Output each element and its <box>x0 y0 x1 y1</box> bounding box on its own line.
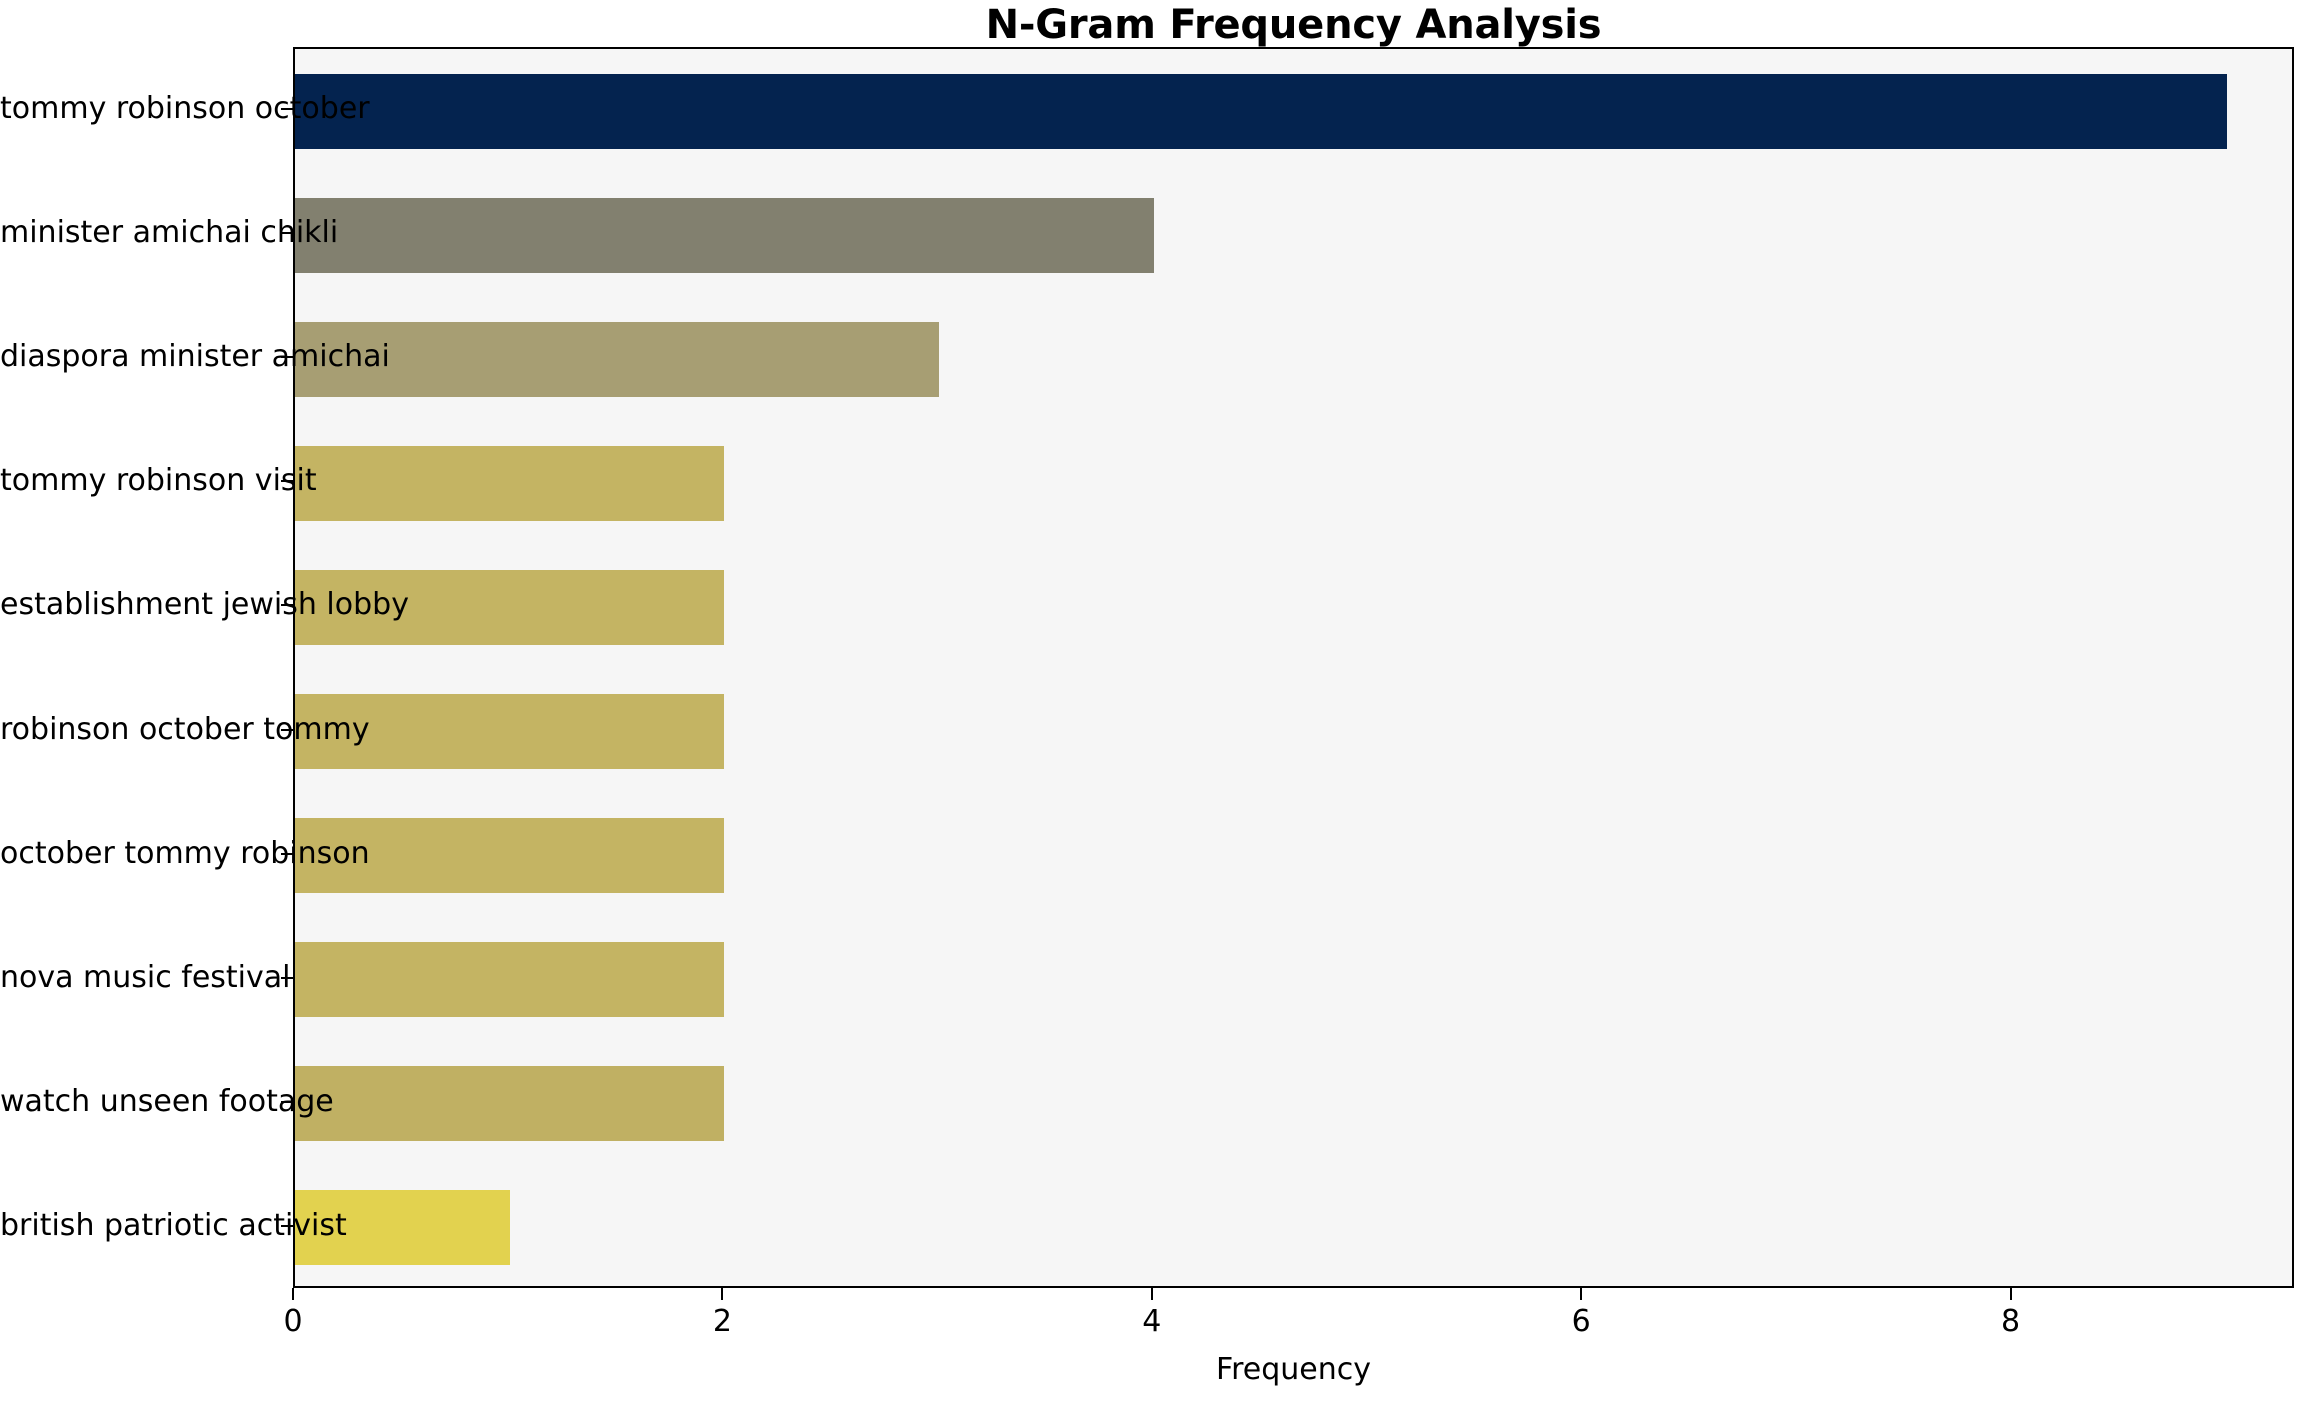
bar-row <box>295 1190 2292 1266</box>
bar <box>295 73 2228 149</box>
bars-layer <box>295 49 2292 1286</box>
y-axis-tick-marks <box>0 47 293 1288</box>
y-tick-mark <box>281 480 293 483</box>
bar-row <box>295 694 2292 770</box>
bar <box>295 1066 725 1142</box>
bar <box>295 818 725 894</box>
y-tick-mark <box>281 852 293 855</box>
y-tick-mark <box>281 356 293 359</box>
y-tick-mark <box>281 1100 293 1103</box>
bar-row <box>295 73 2292 149</box>
y-tick-label: british patriotic activist <box>0 1207 347 1243</box>
bar <box>295 445 725 521</box>
y-tick-label: tommy robinson october <box>0 91 370 127</box>
y-tick-mark <box>281 108 293 111</box>
y-tick-label: minister amichai chikli <box>0 215 339 251</box>
bar <box>295 321 940 397</box>
x-tick-mark <box>1580 1288 1583 1300</box>
bar <box>295 694 725 770</box>
x-tick-label: 2 <box>712 1304 732 1339</box>
bar <box>295 197 1154 273</box>
y-tick-label: october tommy robinson <box>0 835 370 871</box>
bar-row <box>295 445 2292 521</box>
y-tick-mark <box>281 232 293 235</box>
y-tick-label: diaspora minister amichai <box>0 339 390 375</box>
y-axis-tick-labels: tommy robinson october minister amichai c… <box>0 47 409 1288</box>
bar <box>295 942 725 1018</box>
y-tick-mark <box>281 976 293 979</box>
page-title: N-Gram Frequency Analysis <box>985 2 1602 48</box>
plot-area <box>293 47 2294 1288</box>
x-tick-label: 8 <box>2001 1304 2021 1339</box>
y-tick-mark <box>281 1224 293 1227</box>
y-tick-label: establishment jewish lobby <box>0 587 409 623</box>
bar <box>295 1190 510 1266</box>
x-tick-label: 6 <box>1571 1304 1591 1339</box>
x-tick-label: 4 <box>1142 1304 1162 1339</box>
x-tick-mark <box>1150 1288 1153 1300</box>
bar-row <box>295 197 2292 273</box>
y-tick-mark <box>281 728 293 731</box>
y-tick-label: robinson october tommy <box>0 711 370 747</box>
x-tick-label: 0 <box>283 1304 303 1339</box>
bar-row <box>295 321 2292 397</box>
x-axis-tick-marks <box>292 1288 2294 1302</box>
x-axis-title: Frequency <box>1216 1352 1371 1387</box>
x-tick-mark <box>2009 1288 2012 1300</box>
y-tick-mark <box>281 604 293 607</box>
y-tick-label: tommy robinson visit <box>0 463 317 499</box>
bar-row <box>295 1066 2292 1142</box>
bar <box>295 569 725 645</box>
y-tick-label: nova music festival <box>0 959 291 995</box>
x-tick-mark <box>292 1288 294 1300</box>
bar-row <box>295 818 2292 894</box>
bar-row <box>295 569 2292 645</box>
bar-row <box>295 942 2292 1018</box>
y-tick-label: watch unseen footage <box>0 1083 334 1119</box>
x-axis-tick-labels: 0 2 4 6 8 <box>283 1302 2294 1348</box>
x-tick-mark <box>721 1288 724 1300</box>
